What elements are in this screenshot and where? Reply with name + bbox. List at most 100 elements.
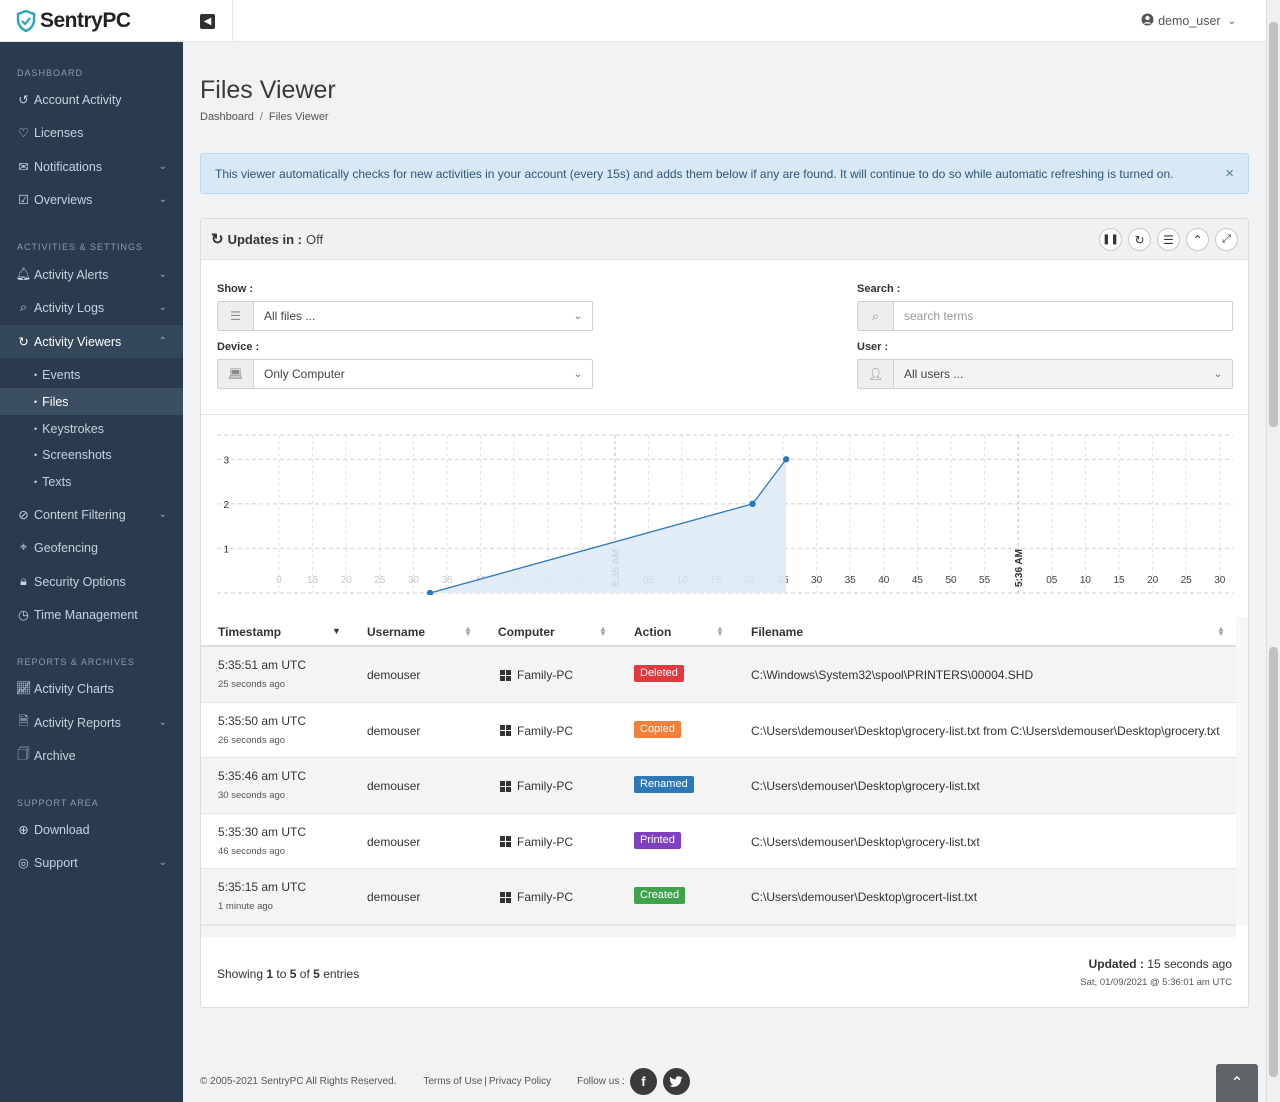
pause-button[interactable]: ❚❚ (1099, 228, 1122, 251)
x-tick-label: 30 (408, 575, 420, 586)
sidebar-subitem-events[interactable]: • Events (34, 367, 81, 382)
row-filename: C:\Users\demouser\Desktop\grocery-list.t… (751, 779, 980, 794)
row-filename: C:\Windows\System32\spool\PRINTERS\00004… (751, 668, 1034, 682)
privacy-link[interactable]: Privacy Policy (488, 1076, 552, 1087)
table-row[interactable]: 5:35:50 am UTC 26 seconds ago demouser Fami… (201, 703, 1236, 759)
sidebar-item-account-activity[interactable]: ↺ Account Activity (18, 92, 122, 108)
breadcrumb-dashboard[interactable]: Dashboard (200, 111, 254, 123)
device-select[interactable]: 💻︎ Only Computer ⌄ (217, 359, 593, 389)
scroll-to-top-button[interactable]: ⌃ (1216, 1064, 1258, 1102)
col-computer[interactable]: Computer (498, 625, 555, 639)
table-header: Timestamp ▼ Username ▲ ▼ Computer ▲ ▼ Acti… (201, 617, 1236, 647)
chevron-down-icon: ⌄ (573, 368, 583, 380)
sidebar-item-security-options[interactable]: 🔒︎ Security Options (0, 565, 183, 598)
sort-icon[interactable]: ▲ ▼ (599, 624, 607, 638)
x-tick-label: 15 (1113, 575, 1125, 586)
updated-date: Sat, 01/09/2021 @ 5:36:01 am UTC (1080, 977, 1232, 988)
scrollbar-thumb[interactable] (1269, 22, 1278, 427)
globe-icon: ◎ (18, 856, 29, 870)
sidebar-item-geofencing[interactable]: ⌖ Geofencing (0, 531, 183, 564)
sidebar-subitem-files[interactable]: • Files (0, 388, 183, 415)
sort-icon[interactable]: ▲ ▼ (1217, 624, 1225, 638)
sidebar-item-activity-charts[interactable]: 📈︎ Activity Charts (15, 681, 114, 696)
table-row[interactable]: 5:35:46 am UTC 30 seconds ago demouser Fami… (201, 758, 1236, 814)
search-field[interactable]: ⌕ (857, 301, 1233, 331)
sidebar-subitem-texts[interactable]: • Texts (34, 474, 72, 489)
reload-button[interactable]: ↻ (1128, 228, 1151, 251)
sidebar-item-activity-alerts[interactable]: 🔔︎ Activity Alerts ⌄ (15, 267, 167, 282)
x-tick-label: 45 (912, 575, 924, 586)
col-action[interactable]: Action (634, 625, 672, 639)
chevron-down-icon: ⌄ (158, 194, 167, 205)
scrollbar-thumb-lower[interactable] (1269, 647, 1278, 1077)
x-tick-label: 10 (1080, 575, 1092, 586)
fullscreen-button[interactable]: ⤢ (1215, 228, 1238, 251)
x-tick-label: 35 (845, 575, 857, 586)
windows-icon (500, 725, 511, 737)
facebook-icon[interactable]: f (629, 1068, 657, 1095)
expand-icon: ⤢ (1222, 233, 1231, 245)
files-table: Timestamp ▼ Username ▲ ▼ Computer ▲ ▼ Acti… (201, 617, 1236, 925)
panel-tools: ❚❚ ↻ ☰ ⌃ ⤢ (1099, 228, 1238, 251)
sidebar-item-notifications[interactable]: ✉ Notifications ⌄ (18, 159, 167, 175)
download-icon: ⊕ (18, 823, 29, 837)
table-row[interactable]: 5:35:15 am UTC 1 minute ago demouser Family… (201, 869, 1236, 925)
twitter-icon[interactable] (662, 1068, 690, 1095)
row-computer: Family-PC (517, 723, 573, 738)
sidebar-item-overviews[interactable]: ☑ Overviews ⌄ (17, 192, 167, 208)
table-row[interactable]: 5:35:51 am UTC 25 seconds ago demouser Fami… (201, 647, 1236, 703)
chevron-down-icon: ⌄ (1213, 368, 1223, 380)
show-select[interactable]: ☰ All files ... ⌄ (217, 301, 593, 331)
user-menu[interactable]: demo_user ⌄ (1141, 13, 1236, 29)
archive-icon: 🗍 (17, 747, 30, 761)
logo[interactable]: SentryPC (0, 0, 183, 42)
sidebar-item-activity-reports[interactable]: 🗎 Activity Reports ⌄ (18, 714, 167, 730)
activity-chart: 01520253035404550555:35 AM05101520253035… (217, 434, 1233, 595)
search-input[interactable] (894, 309, 1232, 323)
sidebar-item-support[interactable]: ◎ Support ⌄ (18, 855, 167, 871)
col-timestamp[interactable]: Timestamp (218, 625, 282, 639)
sort-icon[interactable]: ▲ ▼ (464, 624, 472, 638)
sidebar-item-download[interactable]: ⊕ Download (18, 822, 90, 838)
x-tick-label: 40 (878, 575, 890, 586)
follow-label: Follow us : (577, 1076, 625, 1087)
table-row[interactable]: 5:35:30 am UTC 46 seconds ago demouser Fami… (201, 814, 1236, 870)
close-icon[interactable]: × (1225, 165, 1234, 182)
user-select[interactable]: 👤︎ All users ... ⌄ (857, 359, 1233, 389)
sidebar-subitem-screenshots[interactable]: • Screenshots (34, 447, 112, 462)
files-panel: ↻ Updates in : Off ❚❚ ↻ ☰ ⌃ ⤢ Show : ☰ A… (200, 218, 1249, 1008)
x-tick-label: 55 (979, 575, 991, 586)
row-computer: Family-PC (517, 890, 573, 905)
sidebar-item-content-filtering[interactable]: ⊘ Content Filtering ⌄ (18, 507, 167, 523)
x-tick-label: 50 (945, 575, 957, 586)
sidebar-toggle-button[interactable]: ◀ (183, 0, 233, 42)
row-timestamp: 5:35:50 am UTC (218, 713, 307, 728)
table-scrollbar[interactable] (1236, 617, 1248, 925)
username: demo_user (1158, 14, 1221, 28)
sidebar-item-activity-logs[interactable]: ⌕ Activity Logs ⌄ (0, 291, 183, 324)
row-relative-time: 46 seconds ago (218, 845, 286, 857)
copyright: © 2005-2021 SentryPC All Rights Reserved… (200, 1076, 397, 1087)
page-scrollbar[interactable] (1266, 0, 1280, 1102)
sort-desc-icon[interactable]: ▼ (332, 626, 341, 636)
panel-header: ↻ Updates in : Off ❚❚ ↻ ☰ ⌃ ⤢ (201, 219, 1248, 260)
row-username: demouser (367, 779, 421, 794)
sidebar-subitem-keystrokes[interactable]: • Keystrokes (34, 421, 104, 436)
x-tick-label: 05 (1046, 575, 1058, 586)
sidebar-item-time-management[interactable]: ◷ Time Management (18, 607, 138, 623)
x-tick-label: 20 (341, 575, 353, 586)
sidebar-item-licenses[interactable]: ♡ Licenses (17, 125, 84, 141)
chevron-down-icon: ⌄ (158, 509, 167, 520)
table-horizontal-scrollbar[interactable] (201, 925, 1236, 937)
row-computer: Family-PC (517, 834, 573, 849)
sort-icon[interactable]: ▲ ▼ (716, 624, 724, 638)
sidebar-item-archive[interactable]: 🗍 Archive (17, 747, 76, 763)
settings-button[interactable]: ☰ (1157, 228, 1180, 251)
col-filename[interactable]: Filename (751, 625, 804, 639)
row-timestamp: 5:35:30 am UTC (218, 824, 307, 839)
sidebar-item-activity-viewers[interactable]: ↻ Activity Viewers ⌃ (0, 325, 183, 358)
terms-link[interactable]: Terms of Use (423, 1076, 483, 1087)
x-tick-label: 15 (307, 575, 319, 586)
collapse-panel-button[interactable]: ⌃ (1186, 228, 1209, 251)
col-username[interactable]: Username (367, 625, 426, 639)
